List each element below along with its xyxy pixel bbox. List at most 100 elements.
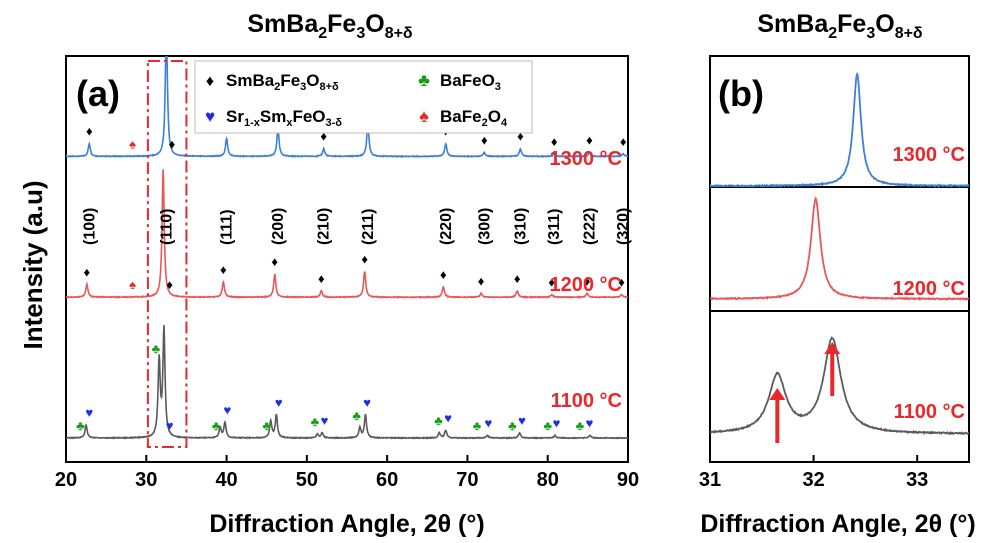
phase-marker: ♣ (212, 418, 221, 433)
panel-a-curves (66, 56, 628, 440)
panel-a-x-axis-label: Diffraction Angle, 2θ (°) (209, 510, 484, 538)
temperature-label: 1200 °C (550, 274, 623, 296)
phase-marker: ♦ (478, 273, 485, 288)
x-tick-label: 70 (456, 469, 478, 491)
xrd-series-line (66, 169, 628, 300)
phase-marker: ♣ (434, 413, 443, 428)
panel-b-x-ticks: 31 32 33 (699, 455, 928, 491)
x-tick-label: 20 (55, 469, 77, 491)
xrd-series-line (710, 72, 969, 189)
phase-marker: ♦ (318, 271, 325, 286)
panel-b-arrows (769, 342, 841, 443)
phase-marker: ♦ (548, 275, 555, 290)
phase-marker: ♣ (262, 418, 271, 433)
legend-item: ♠ BaFe2O4 (419, 106, 508, 129)
legend-symbol-club: ♣ (418, 70, 430, 90)
phase-marker: ♥ (363, 395, 371, 410)
xrd-series-line (66, 324, 628, 440)
phase-marker: ♠ (129, 277, 136, 292)
x-tick-label: 90 (617, 469, 639, 491)
x-tick-label: 31 (699, 469, 721, 491)
temperature-label: 1200 °C (893, 278, 966, 300)
xrd-series-line (710, 196, 969, 301)
phase-marker: ♣ (508, 418, 517, 433)
phase-marker: ♥ (166, 418, 174, 433)
highlight-box (146, 60, 188, 448)
phase-marker: ♥ (85, 405, 93, 420)
temperature-label: 1100 °C (551, 390, 622, 412)
hkl-label: (300) (476, 208, 493, 245)
hkl-label: (200) (270, 208, 287, 245)
phase-marker: ♦ (514, 271, 521, 286)
legend-label: BaFe2O4 (440, 107, 508, 129)
red-arrow-head (824, 342, 841, 354)
legend-symbol-diamond: ♦ (206, 73, 214, 90)
panel-a-hkl-labels: (100) (110) (111) (200) (210) (211) (220) (300)… (81, 208, 632, 245)
phase-marker: ♥ (275, 395, 283, 410)
xrd-series-line (66, 56, 628, 159)
legend-label: BaFeO3 (440, 71, 501, 93)
hkl-label: (310) (512, 208, 529, 245)
phase-marker: ♦ (169, 136, 176, 151)
phase-marker: ♥ (321, 413, 329, 428)
phase-marker: ♦ (584, 273, 591, 288)
hkl-label: (220) (438, 208, 455, 245)
phase-marker: ♦ (517, 129, 524, 144)
panel-a-title: SmBa2Fe3O8+δ (247, 10, 413, 42)
x-tick-label: 60 (376, 469, 398, 491)
temperature-label: 1100 °C (894, 401, 965, 423)
phase-marker: ♦ (620, 134, 627, 149)
panel-a-x-ticks: 20 30 40 50 60 70 80 90 (55, 455, 639, 491)
phase-marker: ♦ (586, 133, 593, 148)
hkl-label: (210) (316, 208, 333, 245)
legend-label: SmBa2Fe3O8+δ (226, 71, 339, 93)
panel-b-curves (710, 72, 969, 436)
phase-marker: ♦ (84, 264, 91, 279)
phase-marker: ♥ (444, 410, 452, 425)
legend-symbol-spade: ♠ (419, 106, 429, 126)
legend-frame (194, 60, 533, 134)
x-tick-label: 40 (215, 469, 237, 491)
panel-a-temperature-labels: 1300 °C 1200 °C 1100 °C (550, 148, 623, 412)
xrd-series-line (710, 336, 969, 436)
dashed-highlight-box (146, 60, 188, 448)
hkl-label: (111) (219, 209, 236, 245)
panel-b-temperature-labels: 1300 °C 1200 °C 1100 °C (893, 144, 966, 423)
phase-marker: ♣ (473, 418, 482, 433)
panel-a-frame (65, 55, 629, 463)
legend: ♦ SmBa2Fe3O8+δ ♣ BaFeO3 ♥ Sr1-xSmxFeO3-δ… (194, 60, 533, 134)
phase-marker: ♦ (166, 277, 173, 292)
x-tick-label: 32 (802, 469, 824, 491)
hkl-label: (110) (158, 209, 175, 245)
phase-marker: ♠ (129, 136, 136, 151)
x-tick-label: 33 (906, 469, 928, 491)
phase-marker: ♦ (481, 133, 488, 148)
phase-marker: ♦ (551, 134, 558, 149)
phase-marker: ♥ (586, 415, 594, 430)
hkl-label: (222) (581, 208, 598, 245)
red-arrow-head (769, 388, 786, 400)
hkl-label: (211) (360, 209, 377, 245)
panel-b-label: (b) (718, 73, 764, 114)
panel-a-label: (a) (76, 73, 120, 114)
phase-marker: ♦ (271, 254, 278, 269)
legend-item: ♥ Sr1-xSmxFeO3-δ (205, 107, 342, 129)
legend-item: ♣ BaFeO3 (418, 70, 501, 93)
y-axis-label: Intensity (a.u) (18, 180, 48, 349)
hkl-label: (311) (546, 209, 563, 245)
panel-b-x-axis-label: Diffraction Angle, 2θ (°) (700, 510, 975, 538)
phase-marker: ♣ (576, 418, 585, 433)
phase-marker: ♥ (484, 415, 492, 430)
phase-marker: ♦ (86, 124, 93, 139)
phase-marker: ♣ (311, 414, 320, 429)
panel-b-title: SmBa2Fe3O8+δ (757, 10, 923, 42)
panel-b-frame (709, 55, 970, 463)
legend-item: ♦ SmBa2Fe3O8+δ (206, 71, 339, 93)
temperature-label: 1300 °C (893, 144, 966, 166)
phase-marker: ♦ (320, 129, 327, 144)
temperature-label: 1300 °C (550, 148, 623, 170)
legend-label: Sr1-xSmxFeO3-δ (226, 107, 342, 129)
hkl-label: (320) (615, 208, 632, 245)
phase-marker: ♥ (224, 403, 232, 418)
